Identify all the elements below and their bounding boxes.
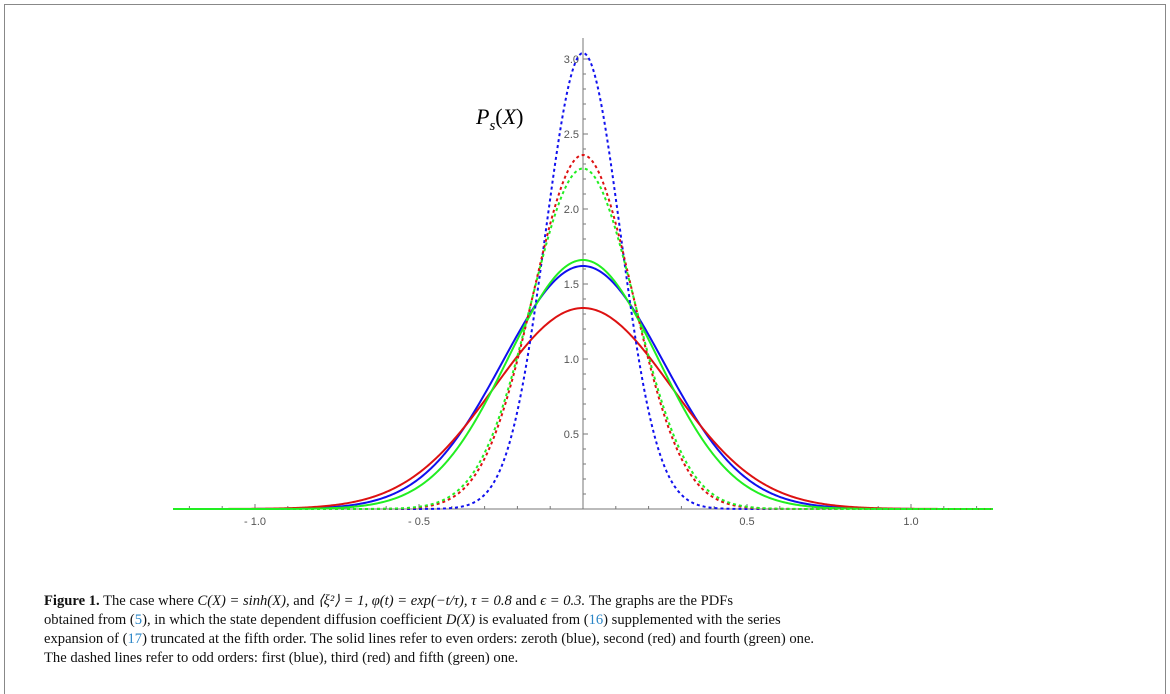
y-tick-label: 2.5: [564, 129, 579, 141]
caption-text: The case where: [103, 593, 194, 609]
caption-text: and: [515, 593, 537, 609]
figure-caption: Figure 1. The case where C(X) = sinh(X),…: [44, 592, 1134, 668]
caption-text: ) truncated at the fifth order. The soli…: [142, 631, 815, 647]
caption-text: expansion of (: [44, 631, 128, 647]
caption-text: The graphs are the PDFs: [588, 593, 734, 609]
y-tick-label: 1.5: [564, 279, 579, 291]
caption-label: Figure 1.: [44, 593, 100, 609]
y-tick-label: 2.0: [564, 204, 579, 216]
solid-curve: [173, 306, 993, 510]
caption-equation: D(X): [445, 612, 476, 628]
caption-equation: C(X) = sinh(X),: [197, 593, 290, 609]
equation-ref-link[interactable]: 5: [134, 612, 143, 628]
x-tick-label: 1.0: [903, 516, 918, 528]
solid-curve: [173, 258, 993, 510]
x-tick-label: 0.5: [739, 516, 754, 528]
equation-ref-link[interactable]: 16: [588, 612, 604, 628]
y-axis-label: Ps(X): [475, 104, 523, 134]
dashed-curve: [173, 153, 993, 510]
y-tick-label: 1.0: [564, 354, 579, 366]
chart: - 1.0 - 0.5 0.5 1.0 0.5 1.0 1.5 2.0 2.5 3.0 Ps(X): [173, 38, 993, 528]
figure-frame: [4, 4, 1166, 694]
caption-text: and: [293, 593, 315, 609]
caption-text: ), in which the state dependent diffusio…: [142, 612, 443, 628]
y-tick-label: 3.0: [564, 54, 579, 66]
x-tick-label: - 0.5: [408, 516, 430, 528]
x-tick-label: - 1.0: [244, 516, 266, 528]
caption-text: ) supplemented with the series: [603, 612, 781, 628]
axes: - 1.0 - 0.5 0.5 1.0 0.5 1.0 1.5 2.0 2.5 3.0: [173, 38, 993, 528]
caption-equation: ϵ = 0.3.: [540, 593, 586, 609]
y-tick-label: 0.5: [564, 429, 579, 441]
curves: [173, 51, 993, 510]
equation-ref-link[interactable]: 17: [127, 631, 143, 647]
caption-text: The dashed lines refer to odd orders: fi…: [44, 650, 519, 666]
caption-text: is evaluated from (: [478, 612, 589, 628]
caption-text: obtained from (: [44, 612, 135, 628]
caption-equation: ⟨ξ²⟩ = 1, φ(t) = exp(−t/τ), τ = 0.8: [317, 593, 512, 609]
